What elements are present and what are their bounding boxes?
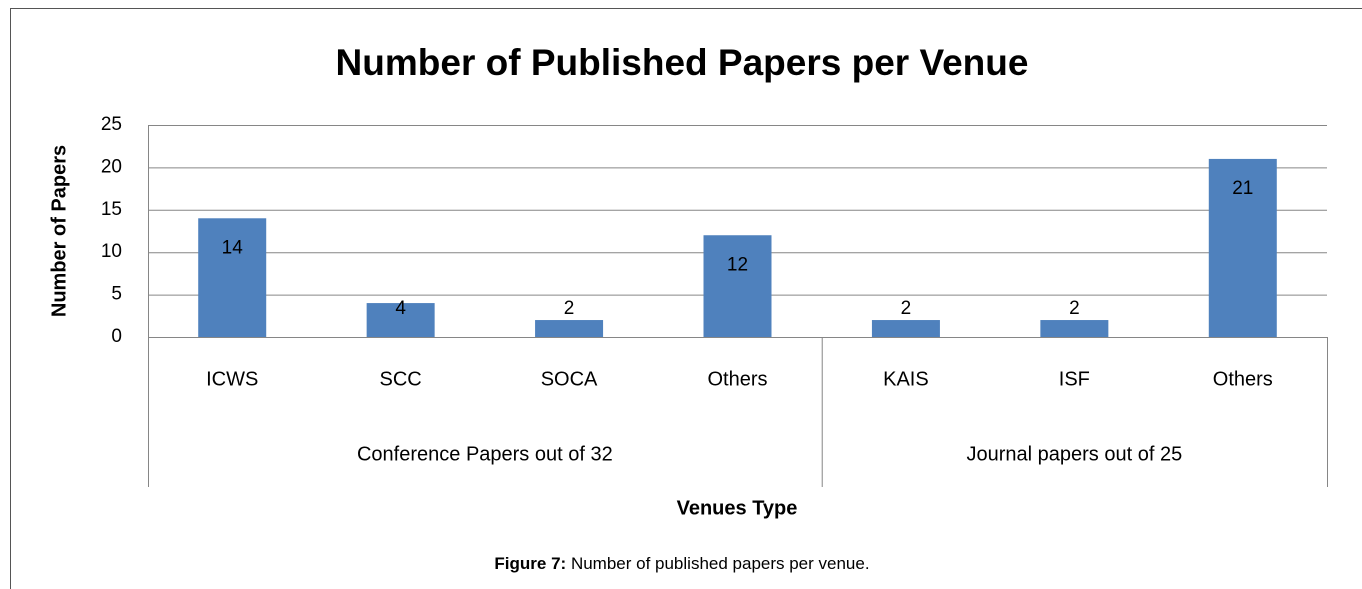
caption-label: Figure 7:	[494, 554, 566, 573]
x-axis-title: Venues Type	[677, 497, 798, 519]
frame	[10, 8, 1362, 589]
y-tick-label: 10	[101, 241, 122, 262]
x-tick-label: Others	[707, 368, 767, 390]
x-tick-label: KAIS	[883, 368, 929, 390]
y-tick-label: 0	[111, 326, 122, 347]
x-tick-label: SOCA	[541, 368, 598, 390]
data-label: 4	[395, 298, 406, 319]
group-label: Conference Papers out of 32	[357, 443, 613, 465]
y-tick-label: 15	[101, 199, 122, 220]
caption-text: Number of published papers per venue.	[571, 554, 870, 573]
caption: Figure 7: Number of published papers per…	[494, 554, 869, 573]
bar	[1208, 158, 1277, 337]
data-label: 14	[222, 237, 244, 258]
bar	[871, 320, 940, 337]
group-label: Journal papers out of 25	[967, 443, 1183, 465]
bar	[198, 218, 267, 337]
y-tick-label: 25	[101, 114, 122, 135]
y-axis-title: Number of Papers	[48, 145, 70, 317]
x-tick-label: Others	[1213, 368, 1273, 390]
x-tick-label: ISF	[1059, 368, 1090, 390]
data-label: 2	[1069, 298, 1080, 319]
bar	[535, 320, 604, 337]
bar	[703, 235, 772, 337]
data-label: 2	[901, 298, 912, 319]
chart-title: Number of Published Papers per Venue	[336, 42, 1029, 83]
data-label: 12	[727, 254, 748, 275]
data-label: 2	[564, 298, 575, 319]
x-tick-label: SCC	[380, 368, 422, 390]
y-tick-label: 5	[111, 284, 122, 305]
x-tick-label: ICWS	[206, 368, 258, 390]
bar	[1040, 320, 1109, 337]
data-label: 21	[1232, 178, 1253, 199]
y-tick-label: 20	[101, 156, 122, 177]
bar	[366, 303, 435, 337]
